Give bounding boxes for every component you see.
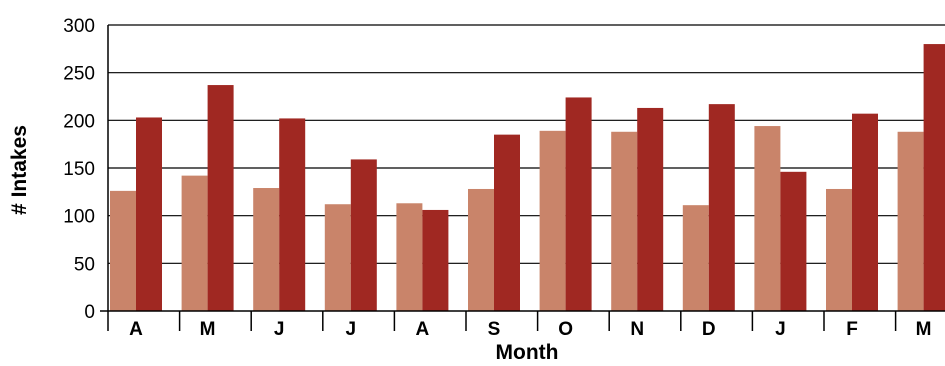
bars bbox=[110, 44, 945, 312]
bar bbox=[637, 107, 664, 311]
x-category-label: J bbox=[775, 319, 786, 340]
bar bbox=[279, 118, 306, 311]
x-axis-label: Month bbox=[496, 341, 559, 364]
y-tick-labels: 0 50 100 150 200 250 300 bbox=[63, 16, 95, 323]
x-category-label: A bbox=[129, 319, 143, 340]
y-axis-label: # Intakes bbox=[8, 125, 31, 215]
x-category-label: M bbox=[916, 319, 932, 340]
bar bbox=[181, 175, 208, 311]
bar bbox=[324, 204, 351, 311]
bar bbox=[780, 171, 807, 311]
bar bbox=[565, 97, 592, 311]
x-category-label: O bbox=[558, 319, 573, 340]
x-category-label: M bbox=[200, 319, 216, 340]
bar bbox=[611, 131, 638, 311]
bar bbox=[539, 130, 566, 311]
bar bbox=[682, 205, 709, 311]
y-tick-label: 50 bbox=[74, 254, 95, 275]
bar bbox=[826, 188, 852, 311]
y-tick-label: 300 bbox=[63, 16, 95, 37]
bar bbox=[350, 159, 377, 311]
bar bbox=[754, 126, 781, 311]
y-tick-label: 150 bbox=[63, 159, 95, 180]
x-category-label: F bbox=[846, 319, 858, 340]
y-tick-label: 200 bbox=[63, 111, 95, 132]
bar bbox=[253, 188, 280, 311]
bar bbox=[923, 44, 945, 312]
bar bbox=[708, 104, 735, 311]
bar bbox=[852, 113, 878, 311]
axes bbox=[100, 25, 945, 331]
bar bbox=[396, 203, 423, 311]
x-category-label: A bbox=[416, 319, 430, 340]
bar bbox=[110, 190, 136, 311]
x-category-label: N bbox=[630, 319, 644, 340]
bar bbox=[207, 85, 234, 311]
y-tick-label: 100 bbox=[63, 207, 95, 228]
bar bbox=[494, 134, 520, 311]
bar bbox=[136, 117, 162, 312]
y-tick-label: 0 bbox=[84, 302, 95, 323]
x-category-label: J bbox=[346, 319, 357, 340]
bar bbox=[422, 209, 449, 311]
x-category-label: J bbox=[274, 319, 285, 340]
bar bbox=[468, 188, 494, 311]
y-tick-label: 250 bbox=[63, 64, 95, 85]
x-category-label: D bbox=[702, 319, 716, 340]
x-category-label: S bbox=[488, 319, 501, 340]
bar bbox=[897, 131, 924, 311]
